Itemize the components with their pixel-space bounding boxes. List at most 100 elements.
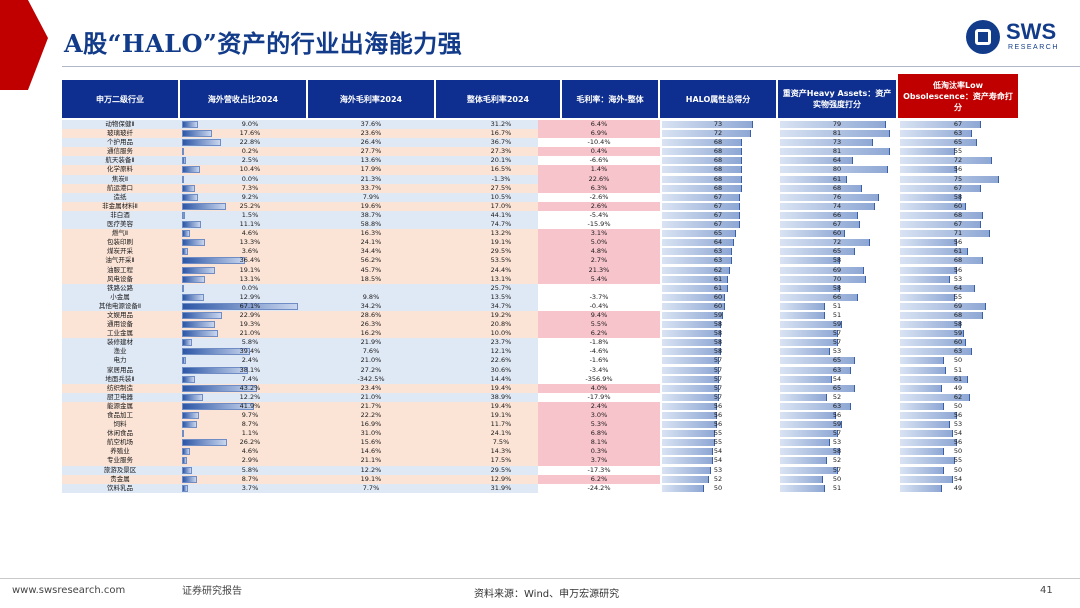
halo-score-bar	[662, 457, 713, 465]
overseas-share-bar	[182, 257, 245, 265]
total-margin: 14.3%	[490, 447, 512, 456]
low-obsolescence-score-bar	[900, 221, 982, 229]
margin-diff: 6.4%	[590, 120, 608, 128]
halo-score-value: 57	[713, 392, 723, 401]
low-obsolescence-score-value: 50	[953, 401, 963, 410]
halo-score-bar	[662, 421, 717, 429]
table-row: 纺织制造 43.2% 23.4% 19.4% 4.0% 57 65 49	[62, 383, 1018, 393]
low-obsolescence-score-value: 63	[953, 129, 963, 138]
low-obsolescence-score-value: 53	[953, 274, 963, 283]
low-obsolescence-score-value: 54	[953, 474, 963, 483]
overseas-share-value: 9.2%	[241, 192, 259, 201]
diff-highlight	[538, 429, 660, 439]
overseas-margin: 21.9%	[360, 338, 382, 347]
heavy-asset-score-cell: 68	[778, 184, 896, 193]
low-obsolescence-score-value: 61	[953, 374, 963, 383]
overseas-share-cell: 9.2%	[180, 193, 304, 202]
table-row: 小金属 12.9% 9.8% 13.5% -3.7% 60 66 55	[62, 292, 1018, 302]
table-row: 地面兵装Ⅱ 7.4% -342.5% 14.4% -356.9% 57 54 61	[62, 374, 1018, 384]
margin-diff: -3.7%	[589, 292, 609, 301]
industry-name: 饲料	[113, 420, 127, 429]
low-obsolescence-score-cell: 67	[898, 120, 1018, 129]
margin-diff: -6.6%	[589, 156, 609, 165]
heavy-asset-score-value: 57	[832, 465, 842, 474]
heavy-asset-score-bar	[780, 412, 836, 419]
low-obsolescence-score-bar	[900, 248, 968, 256]
low-obsolescence-score-cell: 53	[898, 275, 1018, 284]
overseas-margin: 26.3%	[360, 320, 382, 329]
heavy-asset-score-value: 81	[832, 147, 842, 156]
overseas-share-value: 12.9%	[239, 292, 261, 301]
halo-score-value: 57	[713, 356, 723, 365]
overseas-share-bar	[182, 211, 185, 219]
halo-score-bar	[662, 402, 717, 410]
heavy-asset-score-bar	[780, 384, 856, 392]
heavy-asset-score-bar	[780, 321, 843, 329]
footer-url[interactable]: www.swsresearch.com	[12, 585, 126, 596]
heavy-asset-score-cell: 65	[778, 247, 896, 256]
overseas-share-cell: 26.2%	[180, 438, 304, 447]
row-band-mid	[308, 438, 538, 448]
total-margin: 29.5%	[490, 465, 512, 474]
industry-name: 玻璃玻纤	[107, 129, 133, 138]
overseas-share-cell: 2.9%	[180, 456, 304, 465]
heavy-asset-score-value: 52	[832, 392, 842, 401]
low-obsolescence-score-value: 49	[953, 383, 963, 392]
overseas-share-bar	[182, 448, 190, 456]
overseas-share-bar	[182, 321, 216, 329]
row-band-mid	[308, 356, 538, 366]
low-obsolescence-score-bar	[900, 148, 955, 156]
diff-highlight	[538, 456, 660, 466]
low-obsolescence-score-value: 75	[953, 174, 963, 183]
halo-score-value: 53	[713, 465, 723, 474]
halo-score-value: 67	[713, 201, 723, 210]
row-band-mid	[308, 265, 538, 275]
heavy-asset-score-cell: 65	[778, 384, 896, 393]
overseas-share-cell: 17.6%	[180, 129, 304, 138]
total-margin: 31.9%	[490, 483, 512, 492]
heavy-asset-score-value: 66	[832, 210, 842, 219]
low-obsolescence-score-value: 60	[953, 338, 963, 347]
halo-score-value: 56	[713, 411, 723, 419]
total-margin: 38.9%	[490, 392, 512, 401]
low-obsolescence-score-value: 55	[953, 456, 963, 465]
margin-diff: -10.4%	[587, 138, 611, 147]
industry-name: 非金属材料Ⅱ	[102, 201, 138, 210]
halo-score-cell: 56	[660, 402, 776, 411]
low-obsolescence-score-cell: 60	[898, 338, 1018, 347]
low-obsolescence-score-bar	[900, 293, 955, 301]
halo-score-bar	[662, 157, 743, 165]
industry-name: 地面兵装Ⅱ	[105, 374, 135, 383]
margin-diff: 5.0%	[590, 238, 608, 247]
heavy-asset-score-bar	[780, 275, 867, 283]
overseas-margin: 21.3%	[360, 174, 382, 183]
table-row: 医疗美容 11.1% 58.8% 74.7% -15.9% 67 67 67	[62, 220, 1018, 230]
table-row: 航运港口 7.3% 33.7% 27.5% 6.3% 68 68 67	[62, 183, 1018, 193]
low-obsolescence-score-bar	[900, 330, 964, 338]
margin-diff: 6.2%	[590, 474, 608, 483]
halo-score-bar	[662, 384, 720, 392]
halo-score-bar	[662, 330, 722, 338]
low-obsolescence-score-bar	[900, 430, 953, 438]
overseas-share-cell: 9.0%	[180, 120, 304, 129]
overseas-share-value: 2.5%	[241, 156, 259, 165]
industry-name: 通信服务	[107, 147, 133, 156]
overseas-share-value: 3.6%	[241, 247, 259, 256]
low-obsolescence-score-value: 60	[953, 201, 963, 210]
overseas-share-bar	[182, 266, 216, 274]
table-row: 煤炭开采 3.6% 34.4% 29.5% 4.8% 63 65 61	[62, 247, 1018, 257]
low-obsolescence-score-cell: 53	[898, 420, 1018, 429]
halo-score-bar	[662, 448, 713, 456]
total-margin: 13.2%	[490, 229, 512, 238]
low-obsolescence-score-cell: 55	[898, 456, 1018, 465]
row-band-mid	[308, 392, 538, 402]
heavy-asset-score-cell: 63	[778, 366, 896, 375]
halo-score-value: 52	[713, 474, 723, 483]
overseas-share-value: 43.2%	[239, 383, 261, 392]
halo-score-cell: 73	[660, 120, 776, 129]
low-obsolescence-score-bar	[900, 184, 982, 192]
heavy-asset-score-value: 57	[832, 338, 842, 347]
low-obsolescence-score-cell: 54	[898, 475, 1018, 484]
table-row: 焦炭Ⅱ 0.0% 21.3% -1.3% 22.6% 68 61 75	[62, 174, 1018, 184]
total-margin: 29.5%	[490, 247, 512, 256]
